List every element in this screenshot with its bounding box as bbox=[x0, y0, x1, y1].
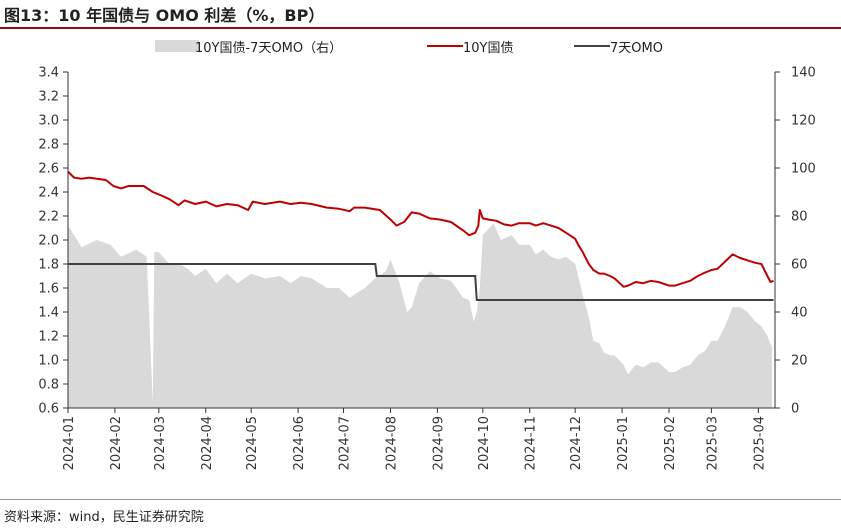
y-right-tick-label: 20 bbox=[791, 354, 808, 369]
x-tick-label: 2024-02 bbox=[109, 416, 124, 470]
legend-swatch-spread bbox=[155, 40, 199, 52]
series-line-omo bbox=[68, 263, 774, 301]
y-left-tick-label: 0.8 bbox=[38, 378, 59, 393]
legend: 10Y国债-7天OMO（右） 10Y国债 7天OMO bbox=[155, 40, 663, 56]
x-tick-label: 2025-01 bbox=[616, 416, 631, 470]
y-left-tick-label: 3.2 bbox=[38, 90, 59, 105]
y-left-tick-label: 3.4 bbox=[38, 66, 59, 81]
chart-canvas: 3.4 3.2 3.0 2.8 2.6 2.4 2.2 2.0 1.8 1.6 1.4 1.2 1.0 0… bbox=[38, 40, 816, 471]
y-left-tick-label: 1.4 bbox=[38, 306, 59, 321]
y-left-tick-label: 2.4 bbox=[38, 186, 59, 201]
y-left-tick-label: 2.6 bbox=[38, 162, 59, 177]
x-tick-label: 2024-10 bbox=[477, 416, 492, 470]
y-left-tick-label: 2.0 bbox=[38, 234, 59, 249]
y-right-tick-label: 100 bbox=[791, 162, 816, 177]
x-tick-label: 2025-04 bbox=[752, 416, 767, 470]
y-right-tick-label: 0 bbox=[791, 402, 799, 417]
x-tick-label: 2024-09 bbox=[431, 416, 446, 470]
y-left-tick-label: 1.6 bbox=[38, 282, 59, 297]
y-right-tick-label: 60 bbox=[791, 258, 808, 273]
x-tick-label: 2024-06 bbox=[292, 416, 307, 470]
x-tick-label: 2024-12 bbox=[569, 416, 584, 470]
legend-label-spread: 10Y国债-7天OMO（右） bbox=[195, 41, 342, 56]
y-left-tick-label: 1.8 bbox=[38, 258, 59, 273]
x-tick-label: 2024-11 bbox=[524, 416, 539, 470]
legend-label-omo: 7天OMO bbox=[610, 41, 663, 56]
y-left-tick-label: 0.6 bbox=[38, 402, 59, 417]
y-right-tick-label: 140 bbox=[791, 66, 816, 81]
y-right-tick-label: 120 bbox=[791, 114, 816, 129]
series-area-spread bbox=[68, 223, 772, 408]
source-rule bbox=[0, 499, 841, 500]
y-left-tick-label: 1.2 bbox=[38, 330, 59, 345]
x-tick-label: 2024-01 bbox=[62, 416, 77, 470]
y-right-tick-label: 80 bbox=[791, 210, 808, 225]
x-tick-label: 2024-04 bbox=[200, 416, 215, 470]
x-tick-label: 2025-03 bbox=[705, 416, 720, 470]
legend-label-10y-bond: 10Y国债 bbox=[463, 41, 513, 56]
x-tick-label: 2024-03 bbox=[153, 416, 168, 470]
y-left-tick-label: 3.0 bbox=[38, 114, 59, 129]
y-left-tick-label: 2.8 bbox=[38, 138, 59, 153]
x-tick-label: 2024-05 bbox=[245, 416, 260, 470]
chart-title: 图13：10 年国债与 OMO 利差（%，BP） bbox=[4, 6, 325, 25]
x-tick-label: 2025-02 bbox=[663, 416, 678, 470]
plot-area bbox=[67, 170, 774, 408]
x-tick-label: 2024-08 bbox=[384, 416, 399, 470]
axes: 3.4 3.2 3.0 2.8 2.6 2.4 2.2 2.0 1.8 1.6 1.4 1.2 1.0 0… bbox=[38, 66, 816, 471]
series-line-10y-bond bbox=[67, 170, 774, 288]
y-right-tick-label: 40 bbox=[791, 306, 808, 321]
y-left-tick-label: 1.0 bbox=[38, 354, 59, 369]
x-tick-label: 2024-07 bbox=[338, 416, 353, 470]
title-rule bbox=[0, 27, 841, 29]
y-left-tick-label: 2.2 bbox=[38, 210, 59, 225]
source-note: 资料来源：wind，民生证券研究院 bbox=[4, 510, 204, 525]
